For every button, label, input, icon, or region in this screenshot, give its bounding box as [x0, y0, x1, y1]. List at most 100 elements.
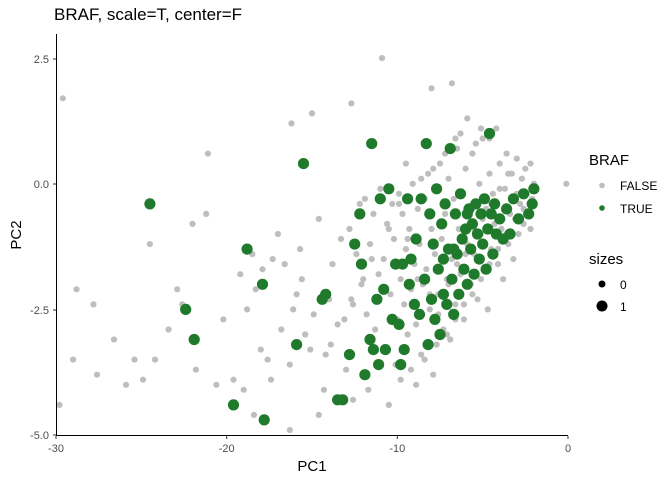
- x-tick-label: -10: [389, 443, 405, 455]
- data-point-true: [437, 253, 449, 265]
- data-point-false: [477, 125, 485, 132]
- data-point-true: [420, 138, 432, 150]
- data-point-true: [475, 208, 487, 220]
- data-point-true: [436, 218, 448, 230]
- data-point-false: [315, 411, 322, 418]
- data-point-true: [413, 308, 426, 320]
- data-point-true: [291, 339, 303, 351]
- data-point-true: [415, 193, 427, 205]
- data-point-false: [348, 100, 355, 107]
- data-point-false: [365, 386, 372, 393]
- data-point-true: [429, 313, 441, 325]
- data-point-false: [259, 266, 266, 273]
- data-point-false: [428, 85, 435, 92]
- data-point-false: [377, 185, 384, 192]
- data-point-false: [327, 341, 334, 348]
- data-point-true: [454, 188, 467, 200]
- data-point-true: [396, 258, 409, 270]
- data-point-false: [230, 376, 237, 383]
- data-point-false: [522, 165, 529, 172]
- data-point-true: [453, 288, 465, 300]
- data-point-false: [360, 276, 367, 283]
- data-point-false: [353, 251, 360, 258]
- data-point-true: [359, 369, 371, 381]
- data-point-true: [518, 188, 530, 200]
- data-point-false: [192, 366, 199, 373]
- data-point-false: [423, 266, 430, 273]
- data-point-false: [404, 235, 411, 243]
- data-point-false: [384, 220, 391, 227]
- data-point-true: [425, 293, 438, 305]
- data-point-false: [413, 321, 420, 328]
- data-point-true: [439, 198, 451, 210]
- data-point-false: [274, 230, 281, 238]
- data-point-true: [354, 208, 366, 220]
- data-point-false: [297, 246, 304, 253]
- data-point-false: [250, 411, 258, 418]
- data-point-true: [458, 263, 470, 275]
- data-point-false: [438, 235, 445, 243]
- data-point-false: [421, 356, 428, 363]
- data-point-false: [469, 291, 476, 298]
- data-point-false: [527, 160, 534, 167]
- y-axis-title: PC2: [8, 220, 25, 249]
- data-point-false: [457, 130, 464, 137]
- legend-size-1-label: 1: [620, 300, 627, 314]
- data-point-false: [244, 306, 251, 313]
- data-point-false: [527, 225, 534, 233]
- data-point-false: [337, 235, 345, 243]
- data-point-true: [432, 263, 444, 275]
- data-point-false: [395, 190, 403, 197]
- data-point-false: [278, 326, 285, 333]
- data-point-true: [373, 359, 385, 371]
- data-point-true: [471, 228, 484, 240]
- data-point-true: [504, 228, 516, 240]
- data-point-true: [431, 183, 443, 195]
- data-point-false: [189, 220, 196, 227]
- points-layer: [56, 55, 570, 434]
- data-point-false: [518, 175, 526, 182]
- data-point-false: [414, 205, 421, 212]
- data-point-true: [466, 218, 478, 230]
- data-point-false: [474, 296, 481, 303]
- data-point-false: [448, 80, 455, 87]
- data-point-false: [479, 135, 486, 142]
- data-point-true: [470, 198, 482, 210]
- data-point-false: [334, 321, 341, 328]
- legend-false-label: FALSE: [620, 179, 657, 193]
- data-point-false: [472, 140, 479, 147]
- data-point-true: [494, 213, 506, 225]
- chart-title: BRAF, scale=T, center=F: [54, 5, 242, 24]
- data-point-true: [422, 339, 434, 351]
- data-point-true: [489, 198, 501, 210]
- data-point-false: [375, 271, 382, 278]
- data-point-false: [395, 200, 403, 207]
- data-point-false: [505, 170, 512, 177]
- data-point-false: [402, 160, 409, 167]
- data-point-false: [430, 371, 437, 378]
- data-point-false: [252, 286, 259, 293]
- data-point-true: [449, 208, 461, 220]
- data-point-false: [286, 426, 293, 434]
- data-point-true: [480, 263, 492, 275]
- data-point-true: [441, 298, 453, 310]
- data-point-true: [144, 198, 156, 210]
- data-point-true: [405, 253, 417, 265]
- data-point-true: [528, 183, 540, 195]
- data-point-false: [503, 150, 510, 157]
- data-point-false: [290, 306, 297, 313]
- data-point-true: [320, 288, 332, 300]
- data-point-true: [512, 213, 525, 225]
- data-point-false: [510, 256, 517, 263]
- data-point-true: [371, 293, 383, 305]
- data-point-false: [70, 356, 77, 363]
- data-point-false: [418, 175, 425, 182]
- data-point-false: [496, 185, 503, 192]
- data-point-true: [448, 308, 460, 320]
- data-point-false: [59, 95, 66, 102]
- data-point-false: [517, 200, 524, 207]
- data-point-true: [408, 298, 420, 310]
- data-point-false: [349, 396, 357, 403]
- data-point-true: [393, 318, 405, 330]
- legend-size-title: sizes: [589, 251, 623, 268]
